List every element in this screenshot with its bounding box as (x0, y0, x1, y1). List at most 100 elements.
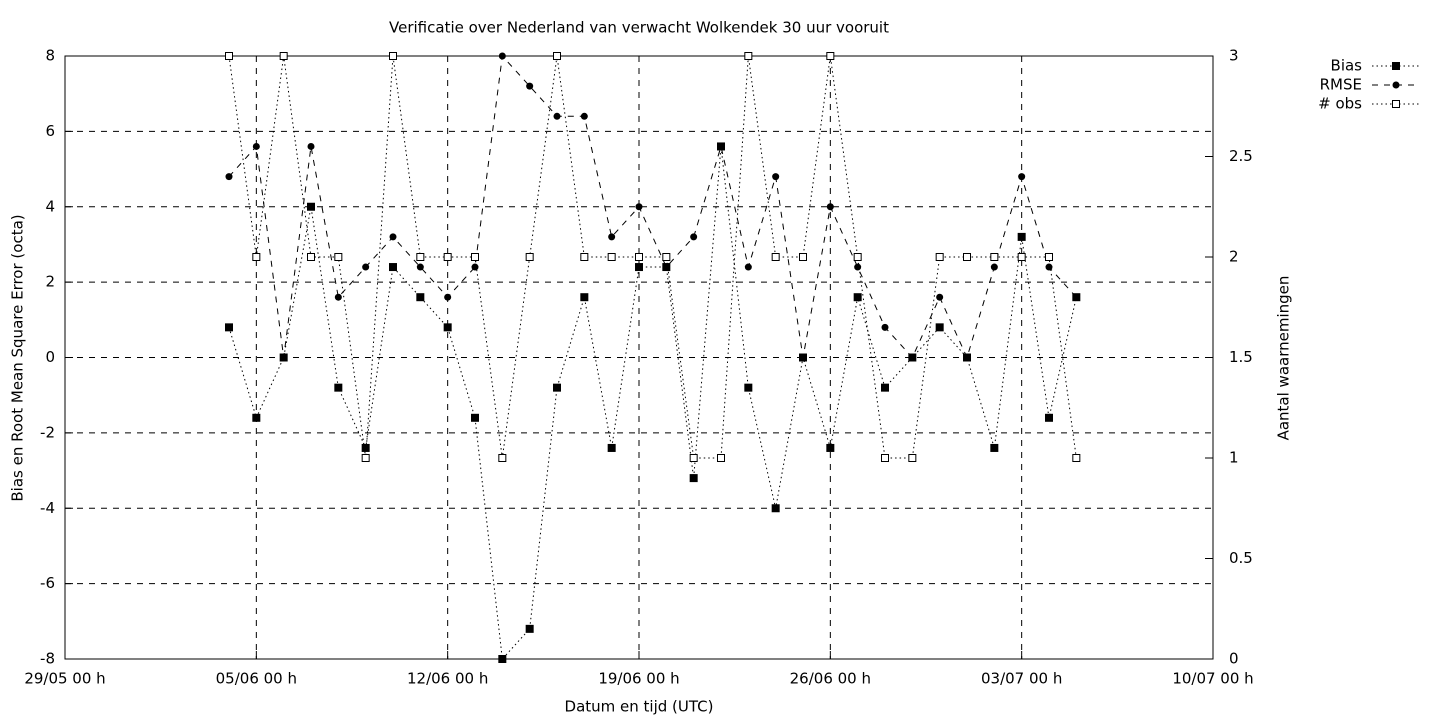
data-point (416, 263, 424, 271)
data-point (525, 624, 534, 633)
data-point (471, 253, 479, 261)
y2-tick-label: 0 (1229, 650, 1239, 668)
data-point (744, 263, 752, 271)
data-point (1017, 253, 1026, 261)
data-point (690, 233, 698, 241)
y-tick-label: 0 (45, 348, 55, 366)
x-tick-label: 12/06 00 h (407, 670, 488, 688)
data-point (1072, 293, 1080, 301)
data-point (580, 293, 589, 302)
data-point (334, 253, 343, 261)
y-tick-label: -6 (40, 574, 55, 592)
data-point (772, 173, 780, 181)
data-point (307, 202, 315, 211)
data-point (252, 253, 261, 261)
data-point (963, 354, 971, 361)
data-point (990, 263, 998, 271)
data-point (389, 52, 397, 60)
data-point (771, 253, 780, 261)
data-point (635, 253, 643, 261)
y-tick-label: 2 (45, 273, 55, 291)
data-point (881, 454, 889, 462)
series-line (228, 54, 1077, 359)
legend-label: Bias (1331, 57, 1363, 75)
data-point (279, 52, 288, 60)
data-point (936, 293, 944, 301)
y-tick-label: 8 (45, 47, 55, 65)
y2-tick-label: 2 (1229, 248, 1239, 266)
data-point (225, 52, 233, 60)
y-tick-label: -4 (40, 499, 55, 517)
data-point (443, 323, 452, 332)
legend-label: # obs (1318, 95, 1362, 113)
x-axis-label: Datum en tijd (UTC) (565, 698, 714, 716)
data-point (334, 383, 343, 392)
data-point (826, 203, 834, 211)
y-tick-label: 4 (45, 197, 55, 215)
data-point (1072, 454, 1081, 462)
y-tick-label: 6 (45, 122, 55, 140)
legend-label: RMSE (1320, 76, 1362, 94)
data-point (990, 253, 999, 261)
data-point (280, 354, 288, 361)
data-point (717, 142, 725, 150)
data-point (307, 253, 315, 261)
x-tick-label: 03/07 00 h (981, 670, 1062, 688)
data-point (1018, 173, 1026, 181)
data-point (935, 253, 944, 261)
data-point (443, 253, 452, 261)
data-point (799, 354, 807, 361)
legend-marker (1392, 62, 1400, 70)
data-point (662, 263, 670, 271)
y-axis-label: Bias en Root Mean Square Error (octa) (9, 214, 27, 501)
data-point (935, 323, 944, 332)
data-point (416, 253, 425, 261)
data-point (854, 263, 862, 271)
data-point (963, 253, 971, 261)
data-point (498, 52, 506, 60)
x-tick-label: 19/06 00 h (598, 670, 679, 688)
data-point (389, 263, 397, 272)
data-point (553, 383, 561, 392)
x-tick-label: 29/05 00 h (24, 670, 105, 688)
series-line (228, 55, 1077, 459)
data-point (389, 233, 397, 241)
data-point (307, 142, 315, 150)
legend-marker (1392, 81, 1400, 89)
data-point (853, 253, 862, 261)
x-tick-label: 26/06 00 h (790, 670, 871, 688)
data-point (771, 504, 780, 513)
y2-tick-label: 2.5 (1229, 147, 1253, 165)
data-point (498, 655, 507, 663)
data-point (826, 443, 835, 452)
data-point (553, 112, 561, 120)
data-point (689, 454, 698, 462)
data-point (1045, 253, 1053, 261)
data-point (225, 173, 233, 181)
y2-tick-label: 0.5 (1229, 549, 1253, 567)
data-point (607, 443, 616, 452)
data-point (635, 203, 643, 211)
y2-tick-label: 1.5 (1229, 348, 1253, 366)
data-point (881, 323, 889, 331)
data-point (744, 52, 753, 60)
data-point (635, 263, 643, 272)
x-tick-label: 10/07 00 h (1172, 670, 1253, 688)
data-point (471, 413, 479, 422)
data-point (799, 253, 807, 261)
data-point (362, 263, 370, 271)
data-point (717, 454, 725, 462)
data-point (525, 253, 534, 261)
data-point (361, 454, 370, 462)
data-point (580, 112, 588, 120)
data-point (553, 52, 561, 60)
data-point (990, 443, 999, 452)
y2-tick-label: 1 (1229, 449, 1239, 467)
data-point (498, 454, 507, 462)
data-point (826, 52, 835, 60)
data-point (744, 383, 753, 392)
y2-tick-label: 3 (1229, 47, 1239, 65)
data-point (471, 263, 479, 271)
legend-marker (1392, 100, 1400, 108)
data-point (908, 354, 916, 361)
